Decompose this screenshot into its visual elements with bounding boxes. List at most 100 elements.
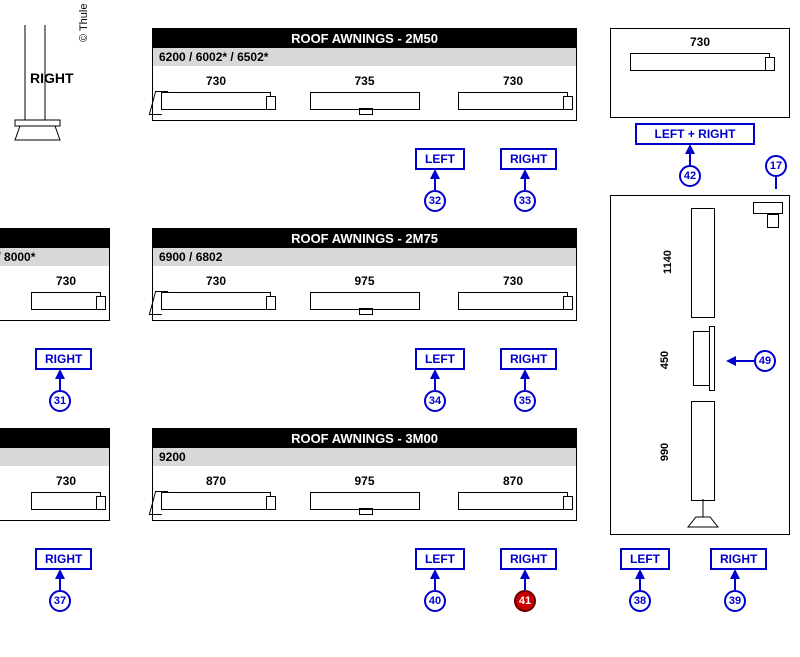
arrow-stem (639, 578, 641, 590)
panel-2m50-title: ROOF AWNINGS - 2M50 (153, 29, 576, 48)
panel-sub-partial: 00* / 8000* (0, 248, 109, 266)
left-tag: LEFT (415, 148, 465, 170)
orientation-label-right: RIGHT (30, 70, 74, 86)
arrow-stem (434, 378, 436, 390)
arrow-left-icon (726, 356, 736, 366)
panel-2m75-subtitle: 6900 / 6802 (153, 248, 576, 266)
part-3m00-right: 870 (458, 474, 568, 510)
arrow-stem (524, 378, 526, 390)
right-tag: RIGHT (35, 548, 92, 570)
vertical-part-2b (709, 326, 715, 391)
right-tag: RIGHT (500, 348, 557, 370)
dim-label: 735 (354, 74, 374, 88)
dim-label: 730 (206, 274, 226, 288)
bracket-part (753, 202, 783, 214)
arm-shape (161, 92, 271, 110)
panel-sub-partial (0, 448, 109, 466)
panel-2m75-title: ROOF AWNINGS - 2M75 (153, 229, 576, 248)
bar-shape (310, 492, 420, 510)
callout-31: 31 (49, 390, 71, 412)
callout-33: 33 (514, 190, 536, 212)
part-left-bot: 730 (31, 474, 101, 510)
callout-49: 49 (754, 350, 776, 372)
vdim-label: 990 (659, 443, 671, 461)
part-3m00-left: 870 (161, 474, 271, 510)
callout-40: 40 (424, 590, 446, 612)
panel-3m00-title: ROOF AWNINGS - 3M00 (153, 429, 576, 448)
vertical-part-3 (691, 401, 715, 501)
dim-label: 730 (206, 74, 226, 88)
dim-label: 730 (503, 74, 523, 88)
panel-3m00-subtitle: 9200 (153, 448, 576, 466)
panel-title-partial (0, 429, 109, 448)
right-tag: RIGHT (500, 148, 557, 170)
bar-shape (310, 92, 420, 110)
part-2m75-left: 730 (161, 274, 271, 310)
part-left-mid: 730 (31, 274, 101, 310)
part-3m00-mid: 975 (310, 474, 420, 510)
arrow-stem (734, 578, 736, 590)
vdim-label: 1140 (662, 250, 674, 274)
vdim-label: 450 (659, 351, 671, 369)
dim-label: 730 (690, 35, 710, 49)
left-plus-right-tag: LEFT + RIGHT (635, 123, 755, 145)
arrow-stem (59, 578, 61, 590)
arrow-stem (59, 378, 61, 390)
foot-shape (683, 499, 723, 529)
callout-39: 39 (724, 590, 746, 612)
callout-37: 37 (49, 590, 71, 612)
dim-label: 730 (56, 474, 76, 488)
right-tag: RIGHT (500, 548, 557, 570)
arm-shape (458, 492, 568, 510)
arrow-stem (434, 178, 436, 190)
left-tag: LEFT (415, 548, 465, 570)
left-tag: LEFT (620, 548, 670, 570)
dim-label: 730 (56, 274, 76, 288)
panel-2m50-subtitle: 6200 / 6002* / 6502* (153, 48, 576, 66)
arm-shape (458, 92, 568, 110)
arrow-stem (524, 578, 526, 590)
panel-left-mid-partial: 00* / 8000* 730 (0, 228, 110, 321)
copyright-text: © Thule (78, 4, 90, 42)
dim-label: 975 (354, 274, 374, 288)
bracket-part (767, 214, 779, 228)
arm-shape (31, 492, 101, 510)
part-2m75-mid: 975 (310, 274, 420, 310)
callout-41-highlighted: 41 (514, 590, 536, 612)
panel-2m50: ROOF AWNINGS - 2M50 6200 / 6002* / 6502*… (152, 28, 577, 121)
part-2m75-right: 730 (458, 274, 568, 310)
arm-shape (161, 292, 271, 310)
dim-label: 870 (206, 474, 226, 488)
arrow-stem (434, 578, 436, 590)
arrow-stem-h (736, 360, 754, 362)
part-2m50-mid: 735 (310, 74, 420, 110)
right-tag: RIGHT (710, 548, 767, 570)
callout-38: 38 (629, 590, 651, 612)
dim-label: 975 (354, 474, 374, 488)
arrow-stem (524, 178, 526, 190)
callout-32: 32 (424, 190, 446, 212)
arrow-stem (775, 177, 777, 189)
part-2m50-right: 730 (458, 74, 568, 110)
panel-3m00: ROOF AWNINGS - 3M00 9200 870 975 870 (152, 428, 577, 521)
arm-shape (161, 492, 271, 510)
dim-label: 730 (503, 274, 523, 288)
callout-34: 34 (424, 390, 446, 412)
callout-17: 17 (765, 155, 787, 177)
panel-left-bot-partial: 730 (0, 428, 110, 521)
arrow-stem (689, 153, 691, 165)
arm-shape (458, 292, 568, 310)
part-2m50-left: 730 (161, 74, 271, 110)
vertical-part-1 (691, 208, 715, 318)
left-tag: LEFT (415, 348, 465, 370)
right-tag: RIGHT (35, 348, 92, 370)
bar-shape (310, 292, 420, 310)
panel-right-top: 730 (610, 28, 790, 118)
callout-35: 35 (514, 390, 536, 412)
dim-label: 870 (503, 474, 523, 488)
arm-shape (630, 53, 770, 71)
callout-42: 42 (679, 165, 701, 187)
panel-2m75: ROOF AWNINGS - 2M75 6900 / 6802 730 975 … (152, 228, 577, 321)
panel-title-partial (0, 229, 109, 248)
arm-shape (31, 292, 101, 310)
